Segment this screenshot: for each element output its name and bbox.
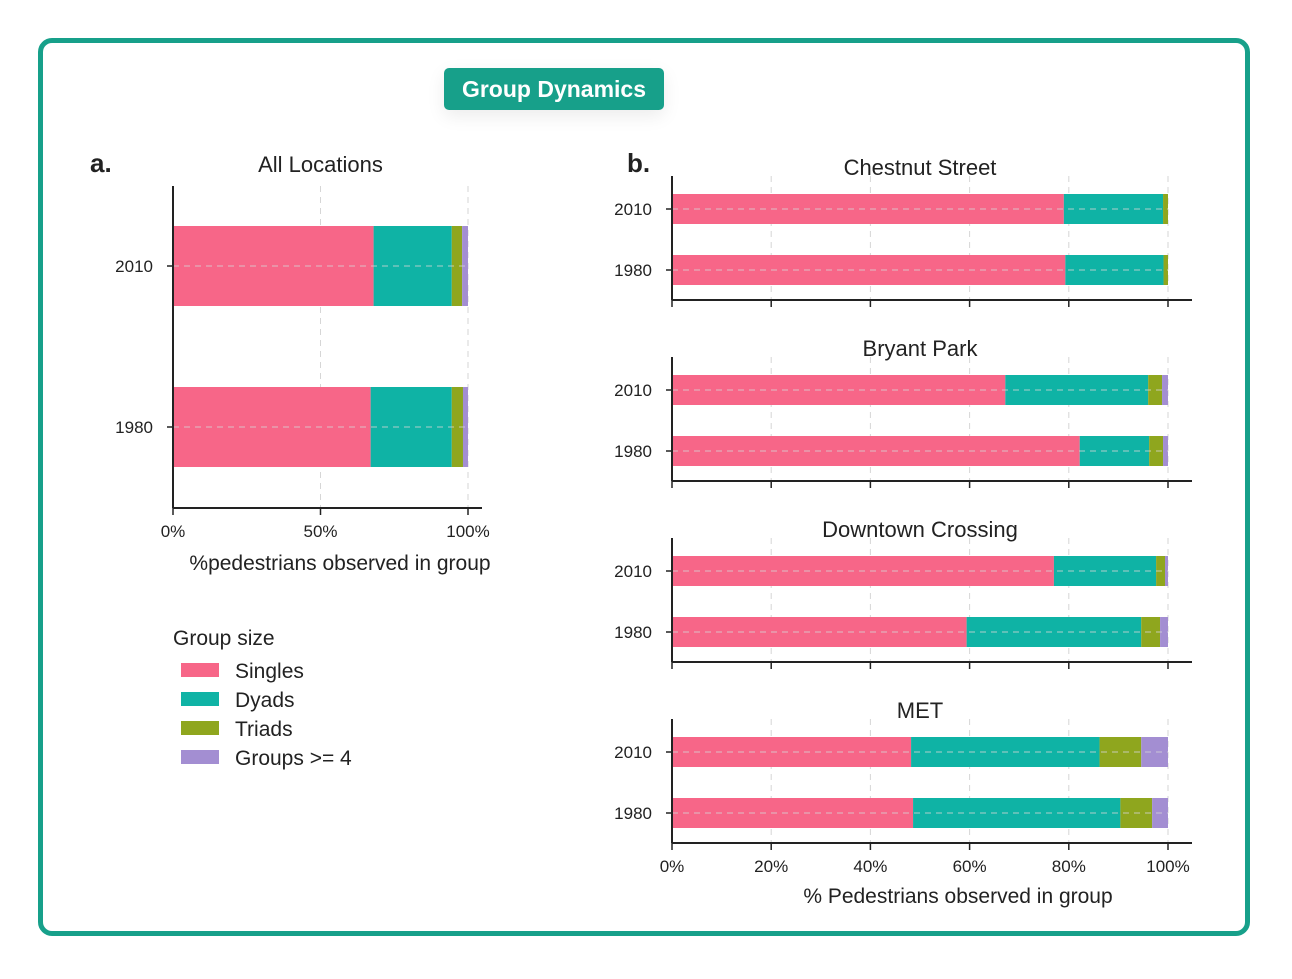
- panel-b-downtown-crossing-ytick-label-1980: 1980: [614, 623, 652, 642]
- panel-b-met-xtick-label-2: 40%: [853, 857, 887, 876]
- panel-b-bryant-park-ytick-label-1980: 1980: [614, 442, 652, 461]
- panel-a-xlabel: %pedestrians observed in group: [189, 552, 490, 575]
- panel-a-plot: 2010 1980 0% 50% 100% All Locations: [115, 152, 490, 541]
- panel-b-met-xtick-label-1: 20%: [754, 857, 788, 876]
- panel-b-chestnut-street-bar-1980-singles: [672, 255, 1066, 285]
- panel-a-xtick-label-1: 50%: [303, 522, 337, 541]
- legend-label-groups-4: Groups >= 4: [235, 747, 352, 770]
- panel-b-bryant-park-bar-2010-triads: [1148, 375, 1163, 405]
- panel-b-chestnut-street-bar-1980-triads: [1163, 255, 1168, 285]
- panel-b-met-xtick-label-3: 60%: [953, 857, 987, 876]
- legend-swatch-groups-4: [181, 750, 219, 764]
- legend-label-dyads: Dyads: [235, 689, 295, 712]
- panel-b-met-xtick-label-4: 80%: [1052, 857, 1086, 876]
- panel-a-bar-1980-groups-4: [462, 387, 468, 467]
- panel-b-met-xtick-label-0: 0%: [660, 857, 685, 876]
- panel-b-met-xtick-label-5: 100%: [1146, 857, 1189, 876]
- panel-b-xlabel: % Pedestrians observed in group: [803, 885, 1112, 908]
- panel-b-chestnut-street-ytick-label-2010: 2010: [614, 200, 652, 219]
- panel-a-title: All Locations: [258, 152, 383, 177]
- panel-b-downtown-crossing-plot: 2010 1980 Downtown Crossing: [614, 517, 1192, 669]
- page-title-badge: Group Dynamics: [444, 68, 664, 110]
- panel-b-chestnut-street-title: Chestnut Street: [844, 155, 997, 180]
- panel-b-downtown-crossing-title: Downtown Crossing: [822, 517, 1018, 542]
- panel-a-label: a.: [90, 148, 112, 178]
- panel-b-met-plot: 2010 1980 0% 20% 40% 60% 80% 100% MET: [614, 698, 1192, 876]
- legend: Group size Singles Dyads Triads Groups >= 4: [173, 627, 352, 770]
- legend-label-triads: Triads: [235, 718, 293, 741]
- panel-a-bar-2010-groups-4: [462, 226, 468, 306]
- panel-b-bryant-park-plot: 2010 1980 Bryant Park: [614, 336, 1192, 488]
- panel-a-ytick-label-2010: 2010: [115, 257, 153, 276]
- panel-b-chestnut-street-bar-2010-triads: [1163, 194, 1168, 224]
- panel-b-met-title: MET: [897, 698, 943, 723]
- card-frame: [38, 38, 1250, 936]
- panel-b-downtown-crossing-bar-1980-groups-4: [1160, 617, 1168, 647]
- legend-swatch-singles: [181, 663, 219, 677]
- panel-b-bryant-park-bar-2010-groups-4: [1162, 375, 1168, 405]
- panel-b-bryant-park-ytick-label-2010: 2010: [614, 381, 652, 400]
- panel-b-bryant-park-bar-1980-groups-4: [1163, 436, 1168, 466]
- legend-label-singles: Singles: [235, 660, 304, 683]
- panel-b-downtown-crossing-ytick-label-2010: 2010: [614, 562, 652, 581]
- panel-a-xtick-label-2: 100%: [446, 522, 489, 541]
- panel-a-bar-1980-singles: [173, 387, 371, 467]
- panel-b-met-ytick-label-2010: 2010: [614, 743, 652, 762]
- panel-a-bar-2010-triads: [451, 226, 463, 306]
- panel-a-xtick-label-0: 0%: [161, 522, 186, 541]
- panel-b-chestnut-street-ytick-label-1980: 1980: [614, 261, 652, 280]
- panel-b-chestnut-street-bar-2010-singles: [672, 194, 1064, 224]
- legend-title: Group size: [173, 627, 275, 650]
- panel-b-bryant-park-title: Bryant Park: [863, 336, 979, 361]
- panel-b-downtown-crossing-bar-2010-groups-4: [1165, 556, 1168, 586]
- panel-a-ytick-label-1980: 1980: [115, 418, 153, 437]
- legend-swatch-dyads: [181, 692, 219, 706]
- panel-b-met-ytick-label-1980: 1980: [614, 804, 652, 823]
- panel-a-bar-1980-triads: [451, 387, 463, 467]
- panel-b-label: b.: [627, 148, 650, 178]
- legend-swatch-triads: [181, 721, 219, 735]
- panel-b-chestnut-street-plot: 2010 1980 Chestnut Street: [614, 155, 1192, 307]
